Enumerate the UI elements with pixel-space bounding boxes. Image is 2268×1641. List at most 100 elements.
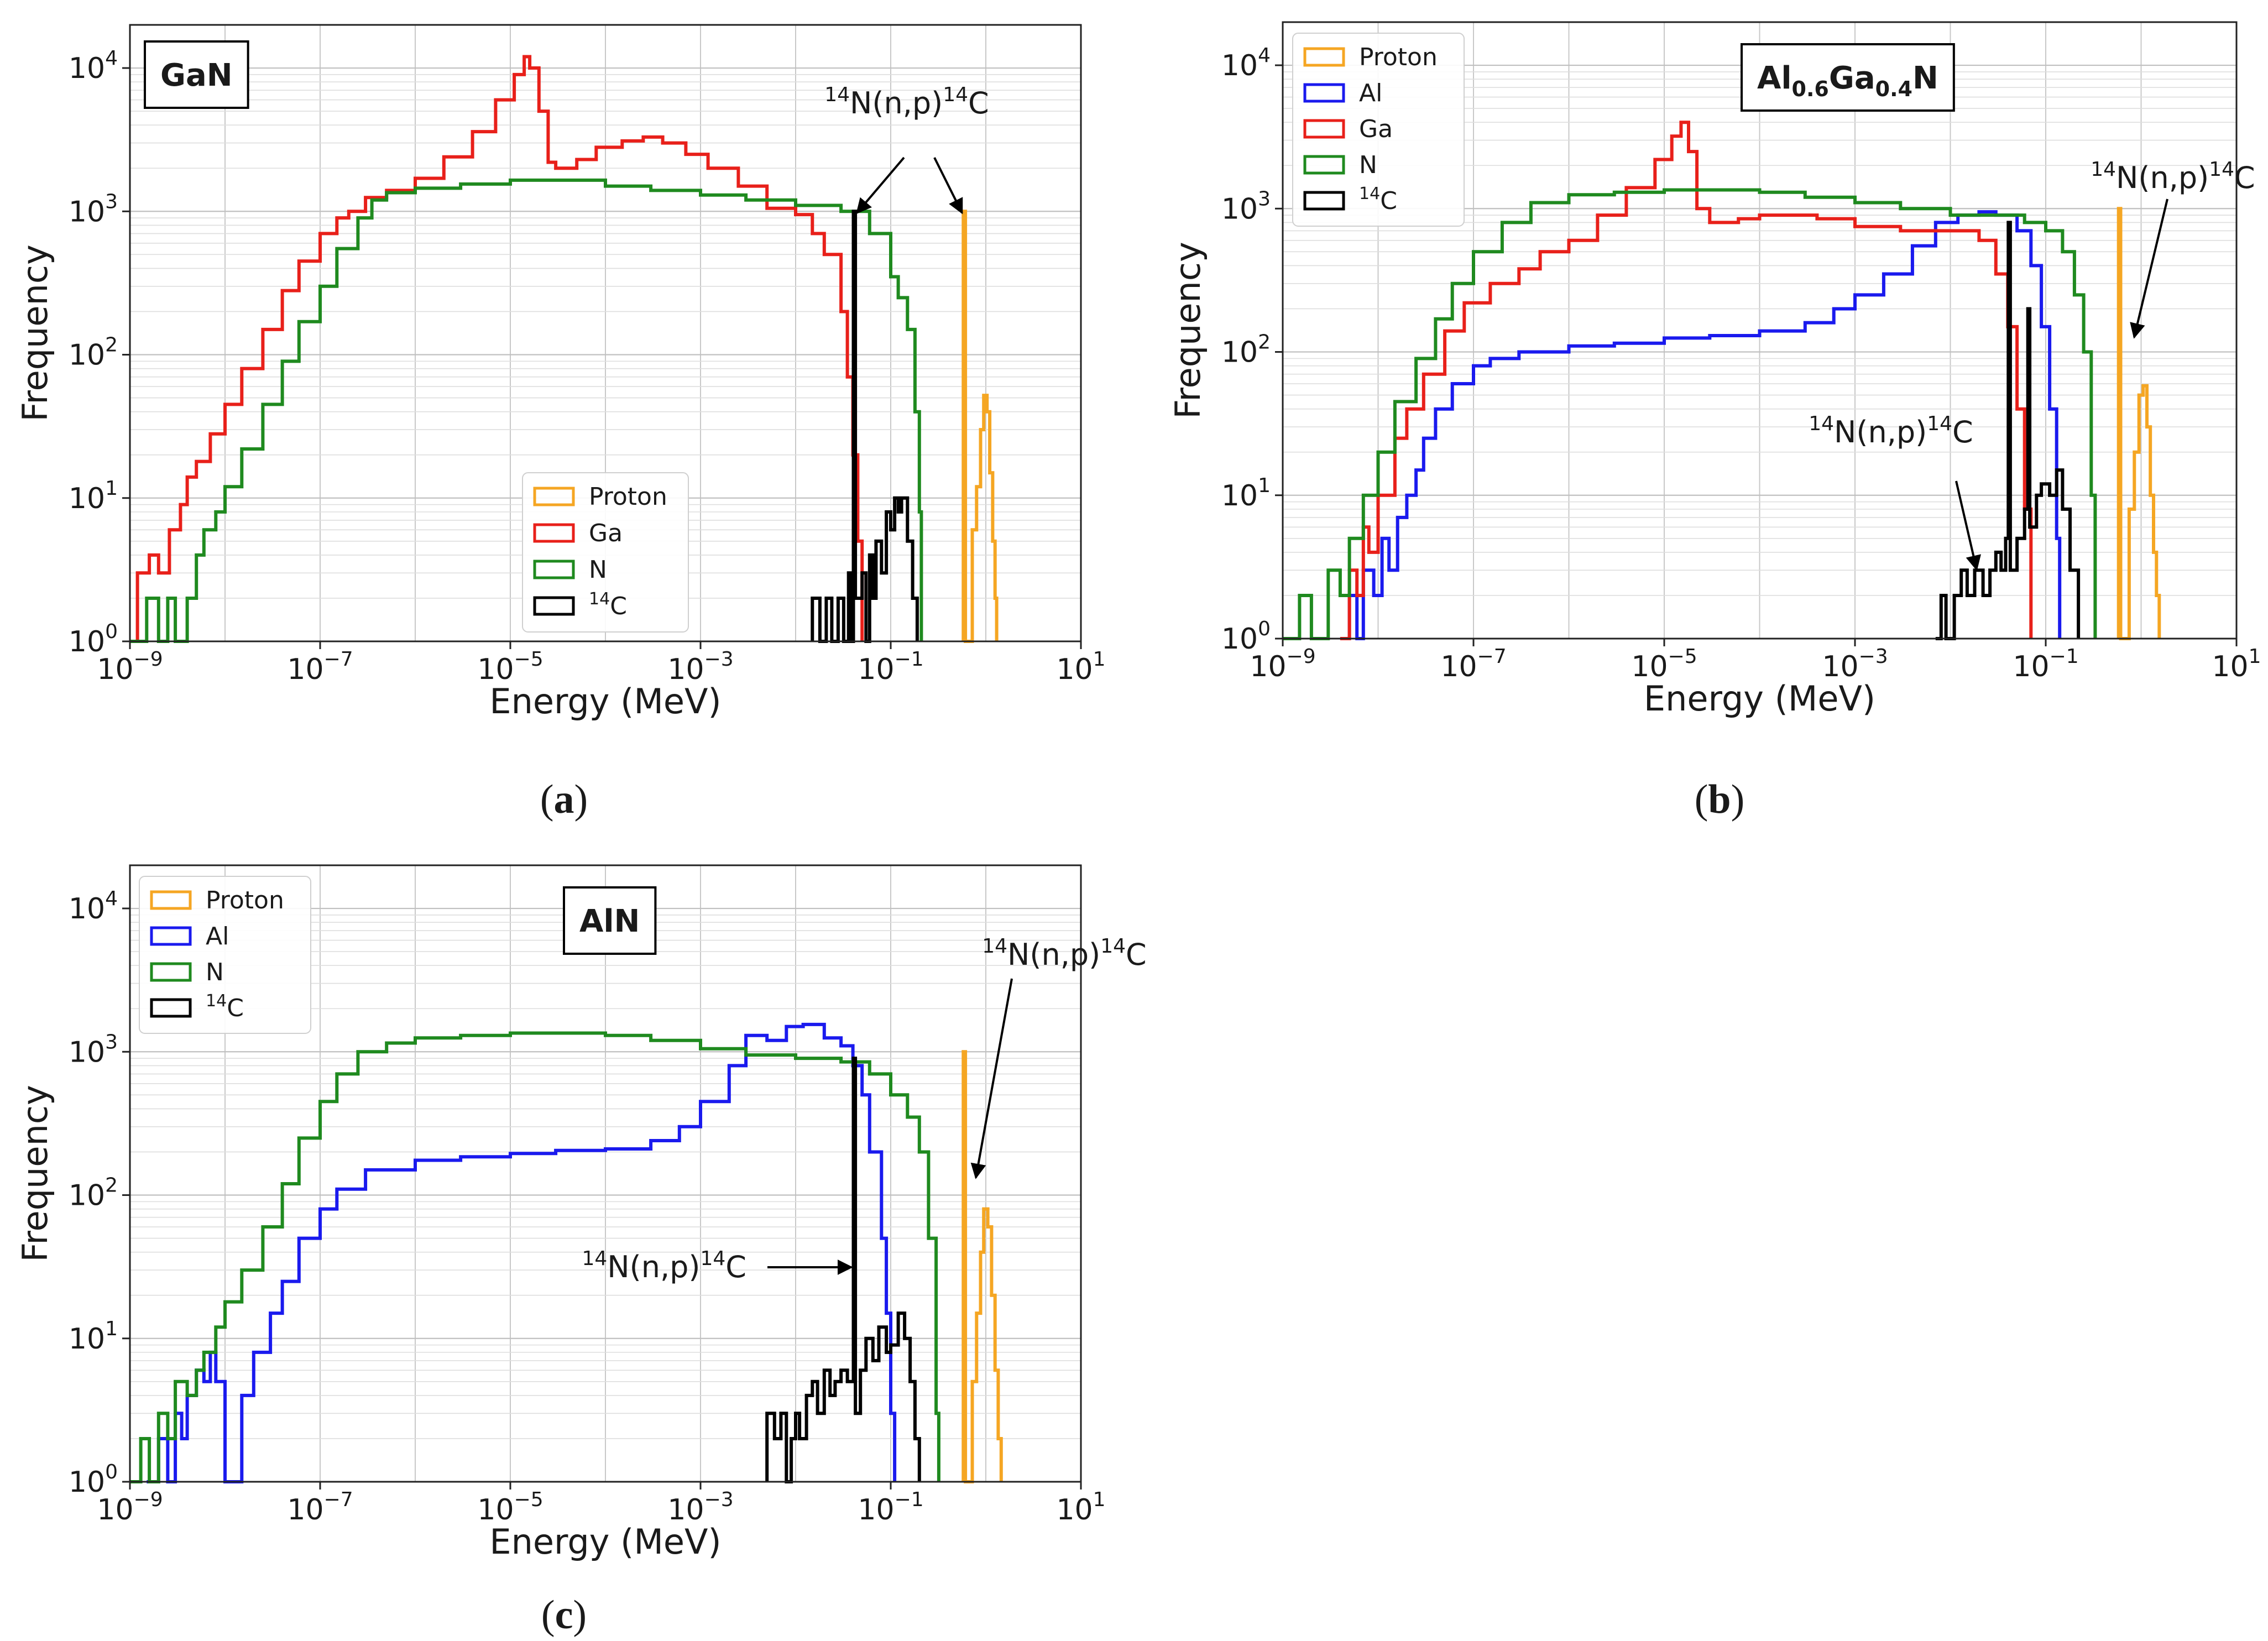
panel-a: 10−9 10−7 10−5 10−3 10−1 101 100 101 102 103 104 En… — [15, 24, 1106, 722]
annotation-arrow — [2130, 198, 2168, 339]
y-tick-label: 100 — [69, 620, 118, 659]
y-tick-label: 101 — [69, 1318, 118, 1356]
caption-b: (b) — [1695, 777, 1744, 822]
series-n-line — [130, 178, 923, 643]
material-label: GaN — [160, 58, 233, 93]
x-tick-label: 10−7 — [1440, 645, 1506, 683]
y-tick-label: 104 — [69, 47, 118, 85]
material-label: Al0.6Ga0.4N — [1757, 60, 1938, 101]
y-tick-label: 104 — [69, 887, 118, 926]
legend-frame — [522, 472, 689, 633]
series-proton-line — [961, 1050, 1003, 1483]
reaction-annotation: 14N(n,p)14C — [982, 935, 1147, 972]
plot-frame — [129, 24, 1082, 642]
y-tick-label: 103 — [69, 1031, 118, 1069]
y-axis-label: Frequency — [1168, 242, 1208, 419]
y-tick-label: 100 — [1221, 618, 1271, 656]
series-proton-line — [2117, 207, 2161, 640]
material-label: AlN — [579, 903, 640, 939]
reaction-annotation: 14N(n,p)14C — [582, 1247, 746, 1284]
legend-label-al: Al — [206, 922, 229, 950]
legend-swatch-al — [150, 926, 192, 946]
series-14c-line — [1935, 221, 2081, 640]
y-axis-label: Frequency — [15, 244, 55, 421]
series-14c-line — [765, 1057, 921, 1483]
plot-frame — [1282, 21, 2238, 640]
x-axis-label: Energy (MeV) — [489, 1522, 721, 1562]
y-tick-label: 102 — [1221, 331, 1271, 369]
legend: Proton Al N 14C — [139, 876, 311, 1034]
series-ga-line — [130, 55, 864, 643]
y-tick-label: 102 — [69, 1174, 118, 1213]
x-tick-label: 10−9 — [97, 1488, 163, 1527]
legend-frame — [1292, 33, 1465, 227]
x-tick-label: 10−3 — [667, 648, 733, 686]
reaction-annotation: 14N(n,p)14C — [1809, 412, 1973, 450]
legend-label-proton: Proton — [1359, 43, 1438, 71]
panel-c: 10−9 10−7 10−5 10−3 10−1 101 100 101 102 103 104 En… — [15, 864, 1147, 1562]
x-tick-label: 101 — [1056, 648, 1105, 686]
legend: Proton Al Ga N 14C — [1292, 33, 1465, 227]
legend-frame — [139, 876, 311, 1034]
x-tick-label: 10−7 — [287, 1488, 353, 1527]
legend-swatch-n — [150, 962, 192, 982]
y-tick-label: 101 — [1221, 474, 1271, 513]
caption-c: (c) — [541, 1592, 587, 1638]
x-tick-label: 101 — [2212, 645, 2261, 683]
x-tick-label: 10−5 — [477, 1488, 543, 1527]
series-n-line — [130, 1031, 940, 1483]
legend-swatch-al — [1303, 83, 1345, 103]
y-axis-label: Frequency — [15, 1085, 55, 1262]
series-ga-line — [1340, 121, 2033, 640]
legend-swatch-ga — [533, 523, 575, 543]
legend-label-ga: Ga — [1359, 115, 1393, 143]
x-tick-label: 10−3 — [1822, 645, 1888, 683]
annotation-arrow — [933, 157, 963, 215]
panel-b: 10−9 10−7 10−5 10−3 10−1 101 100 101 102 103 104 En… — [1168, 21, 2261, 719]
legend-label-ga: Ga — [589, 519, 623, 547]
reaction-annotation: 14N(n,p)14C — [824, 83, 989, 121]
x-tick-label: 10−9 — [97, 648, 163, 686]
y-tick-label: 103 — [1221, 187, 1271, 226]
annotation-arrow — [856, 156, 905, 215]
material-label-box — [563, 886, 657, 955]
x-tick-label: 10−1 — [858, 648, 923, 686]
legend-label-n: N — [206, 958, 224, 986]
legend-label-c: 14C — [206, 991, 244, 1022]
series-14c-line — [811, 210, 919, 643]
legend-swatch-c — [1303, 191, 1345, 211]
y-tick-label: 104 — [1221, 44, 1271, 82]
legend-label-proton: Proton — [206, 886, 284, 914]
caption-a: (a) — [540, 777, 588, 822]
legend-label-c: 14C — [589, 589, 627, 620]
y-tick-label: 102 — [69, 334, 118, 372]
x-tick-label: 10−1 — [2013, 645, 2078, 683]
legend-swatch-ga — [1303, 119, 1345, 139]
legend-swatch-proton — [1303, 47, 1345, 67]
legend-swatch-c — [533, 596, 575, 616]
x-axis-label: Energy (MeV) — [1644, 678, 1875, 719]
x-axis-label: Energy (MeV) — [489, 681, 721, 722]
plot-frame — [129, 864, 1082, 1483]
reaction-annotation: 14N(n,p)14C — [2091, 158, 2255, 195]
series-al-line — [147, 1022, 897, 1483]
x-tick-label: 10−1 — [858, 1488, 923, 1527]
x-tick-label: 10−9 — [1250, 645, 1315, 683]
legend: Proton Ga N 14C — [522, 472, 689, 633]
x-tick-label: 10−5 — [477, 648, 543, 686]
legend-swatch-n — [533, 560, 575, 579]
legend-swatch-c — [150, 998, 192, 1018]
series-n-line — [1283, 188, 2097, 640]
legend-swatch-proton — [533, 487, 575, 506]
y-tick-label: 101 — [69, 477, 118, 515]
legend-label-proton: Proton — [589, 483, 667, 511]
annotation-arrow — [1955, 480, 1981, 571]
series-group — [130, 1022, 1003, 1483]
legend-swatch-proton — [150, 890, 192, 910]
legend-label-n: N — [1359, 151, 1377, 179]
x-tick-label: 10−5 — [1631, 645, 1697, 683]
legend-swatch-n — [1303, 155, 1345, 175]
x-tick-label: 10−7 — [287, 648, 353, 686]
y-tick-label: 103 — [69, 190, 118, 228]
